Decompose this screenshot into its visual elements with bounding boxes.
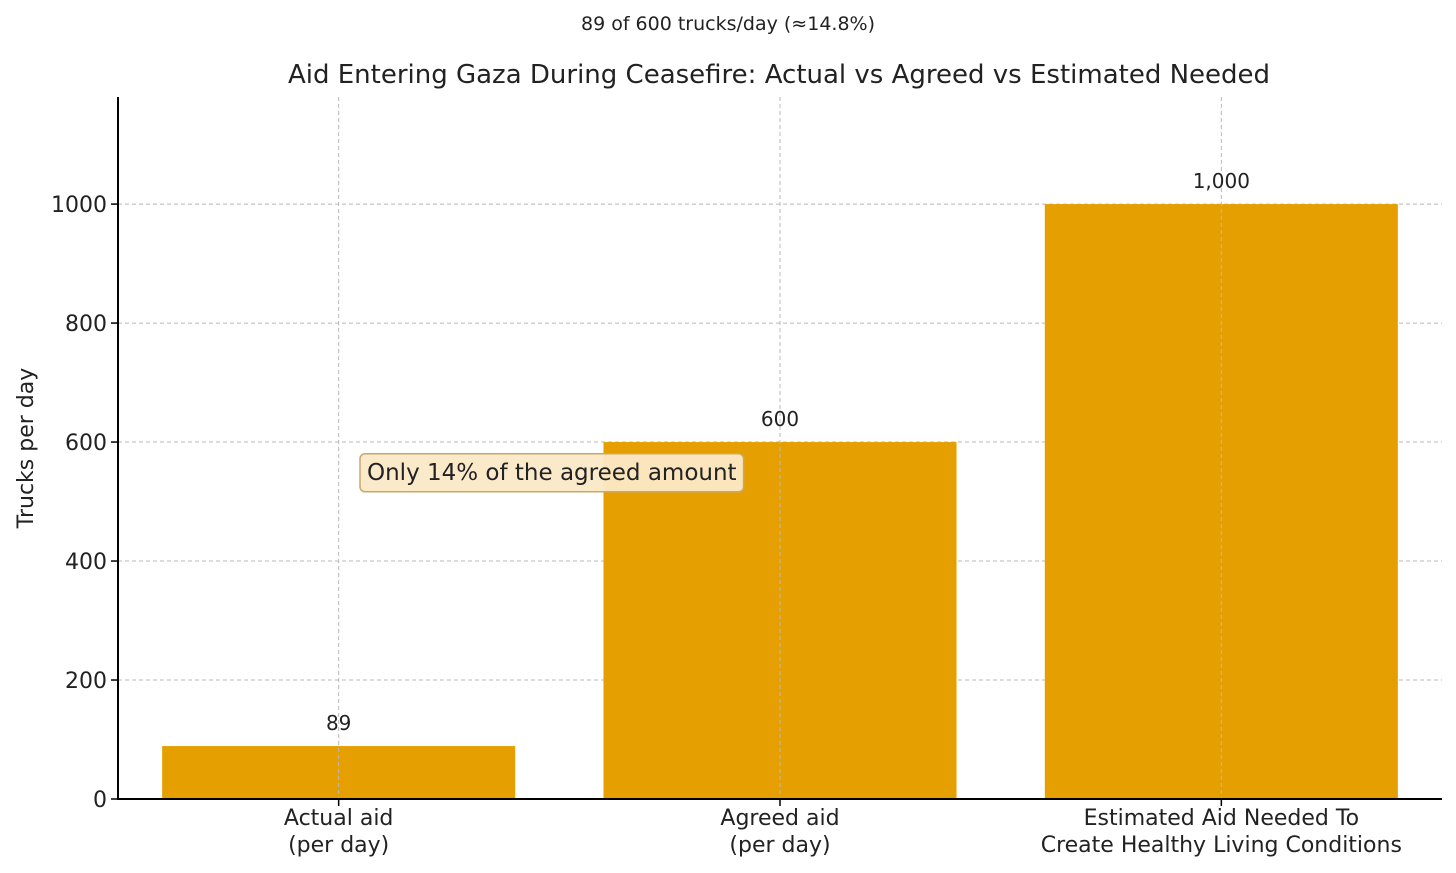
chart-subtitle: 89 of 600 trucks/day (≈14.8%) [581, 13, 875, 35]
y-tick-label: 0 [93, 788, 107, 813]
chart-title: Aid Entering Gaza During Ceasefire: Actu… [288, 60, 1270, 90]
bars [162, 97, 1398, 800]
value-labels: 89 600 1,000 [326, 169, 1250, 735]
x-tick-label: Estimated Aid Needed To Create Healthy Li… [1041, 806, 1402, 858]
y-tick-label: 1000 [51, 193, 107, 218]
y-tick-label: 600 [65, 431, 107, 456]
y-tick-label: 800 [65, 312, 107, 337]
annotation-text: Only 14% of the agreed amount [367, 460, 737, 486]
x-category-labels: Actual aid (per day) Agreed aid (per day) Es… [284, 799, 1402, 858]
annotation-callout: Only 14% of the agreed amount [359, 453, 745, 493]
bar [603, 442, 957, 799]
y-ticks: 0 200 400 600 800 1000 [51, 193, 118, 813]
bar-value-label: 1,000 [1193, 169, 1250, 193]
annotation-box [359, 453, 745, 493]
y-tick-label: 400 [65, 550, 107, 575]
y-axis-label: Trucks per day [14, 368, 39, 530]
bar-value-label: 89 [326, 711, 351, 735]
x-tick-label: Agreed aid (per day) [720, 806, 839, 858]
bar-value-label: 600 [761, 407, 799, 431]
y-tick-label: 200 [65, 669, 107, 694]
x-tick-label: Actual aid (per day) [284, 806, 393, 858]
